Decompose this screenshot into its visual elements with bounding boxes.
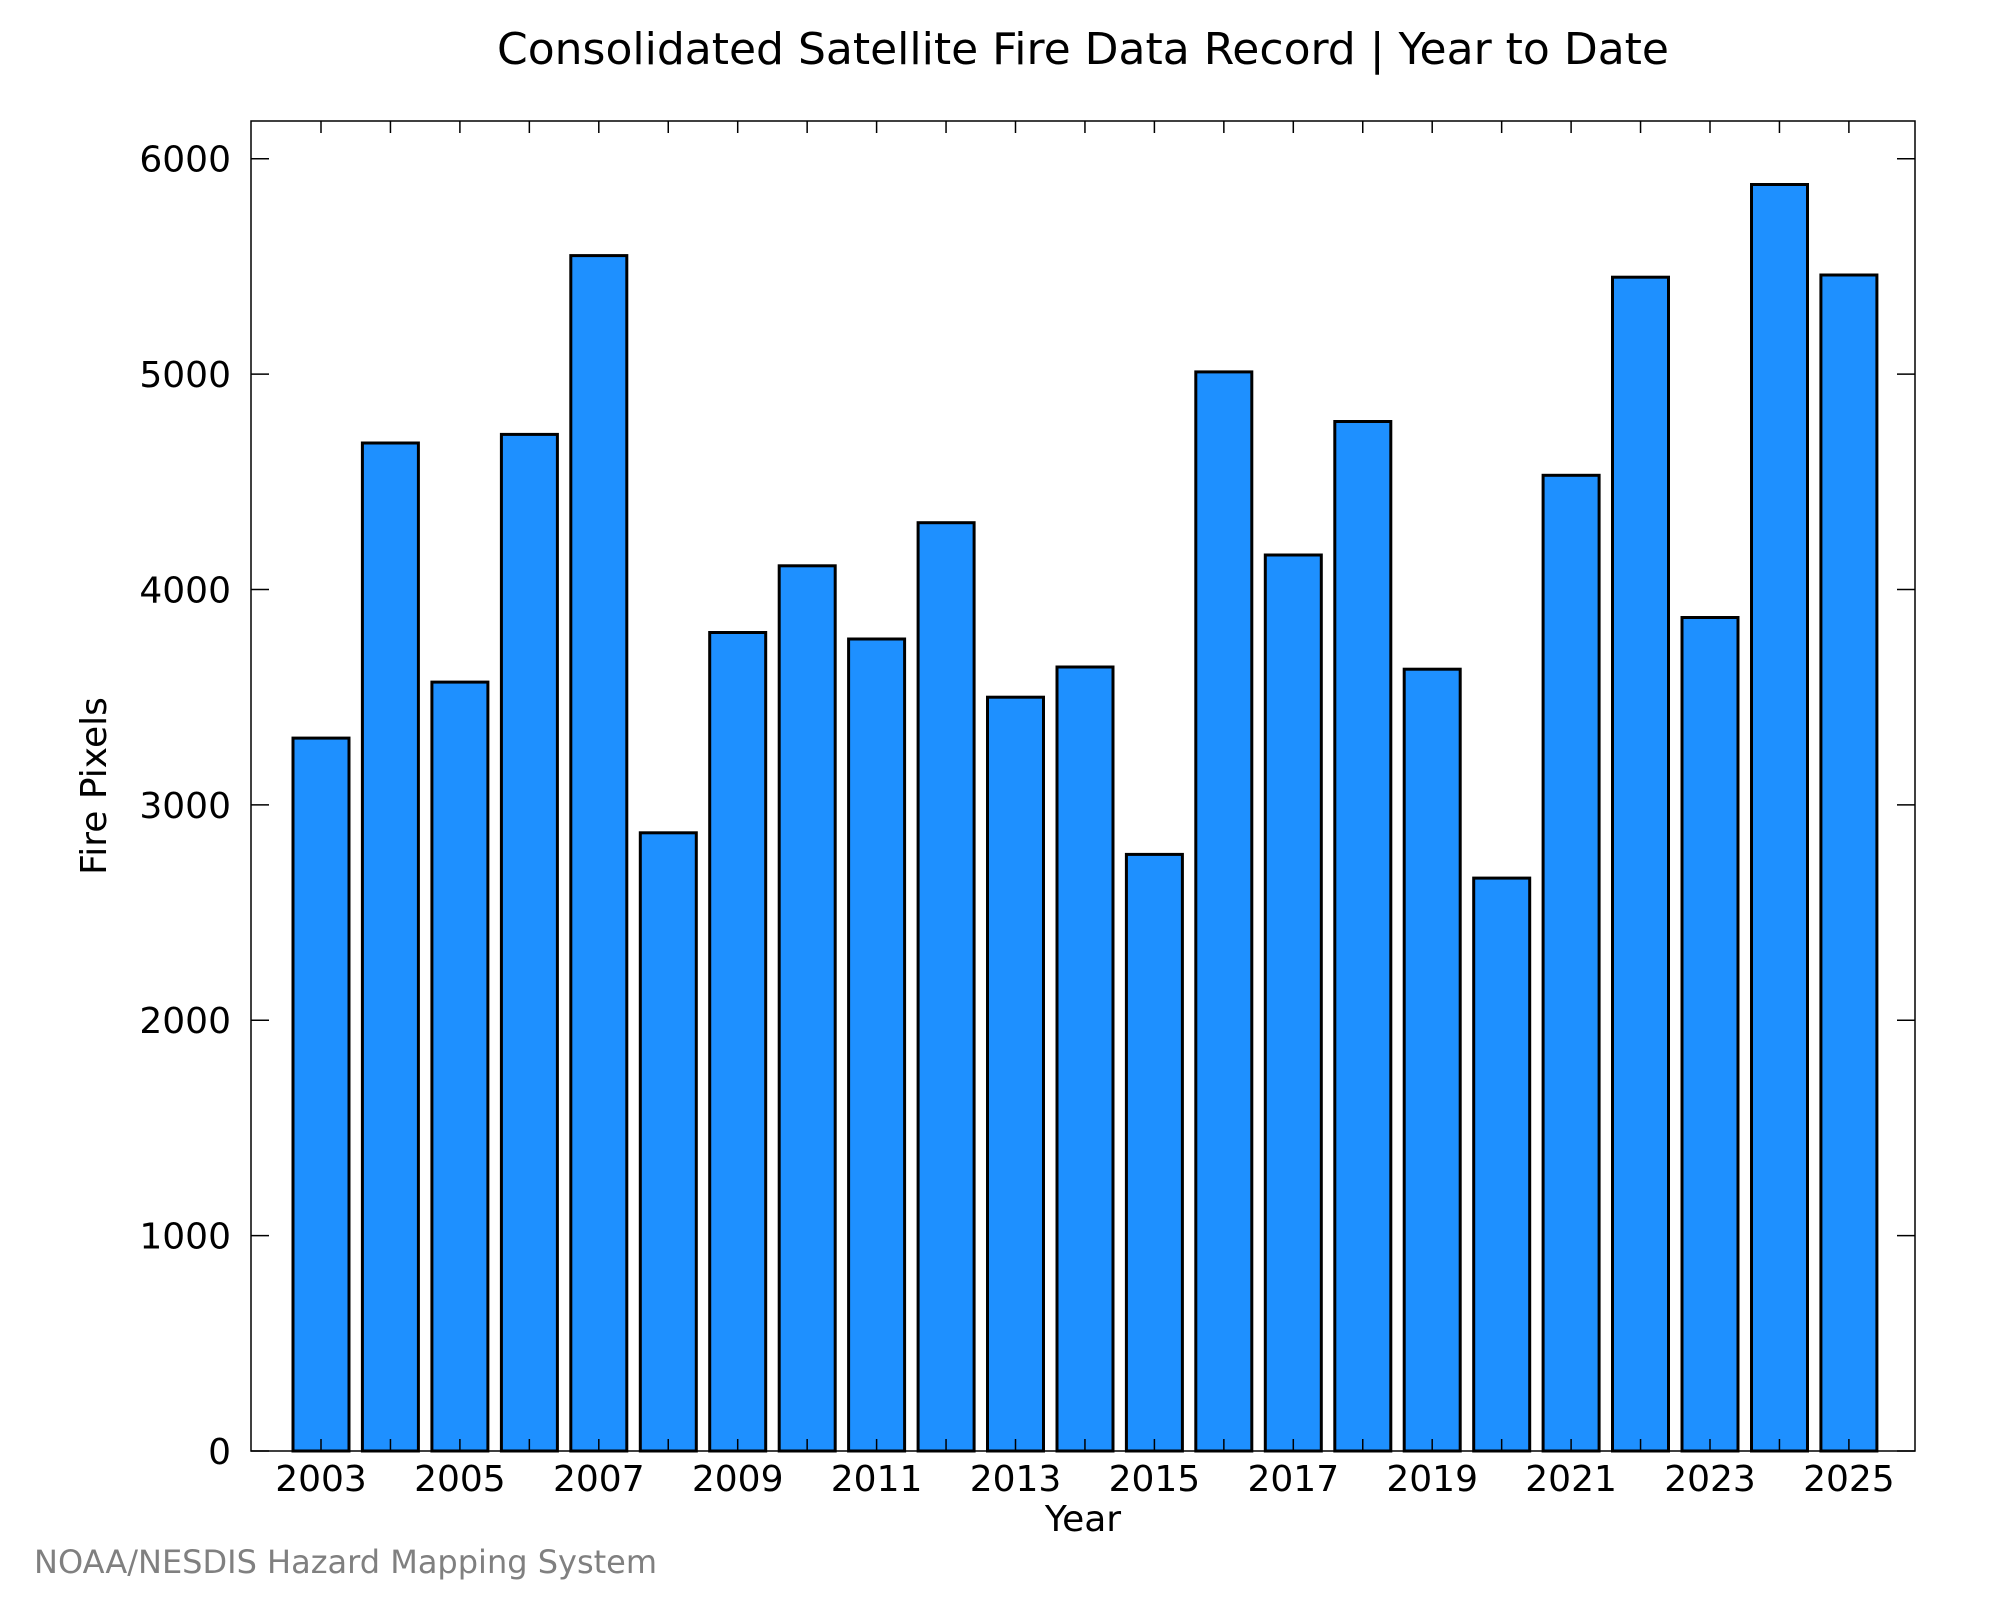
x-tick-label: 2015 (1109, 1459, 1201, 1500)
y-tick-label: 3000 (139, 786, 231, 827)
x-tick-label: 2005 (414, 1459, 506, 1500)
bar-2004 (360, 441, 420, 1453)
x-tick-label: 2025 (1803, 1459, 1895, 1500)
x-tick-label: 2011 (831, 1459, 923, 1500)
bar-2007 (569, 254, 629, 1453)
x-tick-label: 2013 (970, 1459, 1062, 1500)
bar-2017 (1263, 553, 1323, 1453)
bar-2003 (291, 736, 351, 1453)
bar-2014 (1055, 665, 1115, 1453)
y-tick-label: 2000 (139, 1001, 231, 1042)
x-tick-label: 2009 (692, 1459, 784, 1500)
x-tick-label: 2007 (553, 1459, 645, 1500)
bar-2015 (1124, 852, 1184, 1453)
x-tick-label: 2017 (1247, 1459, 1339, 1500)
y-axis-label: Fire Pixels (74, 697, 115, 875)
bar-2020 (1472, 876, 1532, 1453)
bar-2009 (708, 631, 768, 1453)
bar-2019 (1402, 667, 1462, 1453)
bars-layer (291, 183, 1879, 1453)
bar-2016 (1194, 370, 1254, 1453)
bar-2021 (1541, 473, 1601, 1453)
bar-2024 (1750, 183, 1809, 1453)
x-tick-label: 2023 (1664, 1459, 1756, 1500)
y-tick-label: 4000 (139, 570, 231, 611)
bar-2022 (1611, 275, 1670, 1453)
chart-title: Consolidated Satellite Fire Data Record … (497, 24, 1669, 75)
x-axis-label: Year (1044, 1499, 1121, 1540)
bar-2010 (777, 564, 837, 1453)
bar-2008 (638, 831, 698, 1453)
bar-2023 (1680, 616, 1740, 1453)
bar-2006 (499, 432, 559, 1453)
ticks-layer: 0 1000 2000 3000 4000 5000 6000 2003 2005 2007 200… (139, 121, 1915, 1500)
x-tick-label: 2019 (1386, 1459, 1478, 1500)
y-tick-label: 1000 (139, 1217, 231, 1258)
bar-2005 (430, 680, 490, 1453)
x-tick-label: 2021 (1525, 1459, 1617, 1500)
y-tick-label: 6000 (139, 140, 231, 181)
bar-2013 (986, 695, 1045, 1453)
plot-frame (250, 120, 1916, 1452)
y-tick-label: 0 (208, 1432, 231, 1473)
source-credit: NOAA/NESDIS Hazard Mapping System (34, 1543, 657, 1581)
y-tick-label: 5000 (139, 355, 231, 396)
bar-2025 (1819, 273, 1879, 1453)
bar-2012 (916, 521, 976, 1453)
x-tick-label: 2003 (275, 1459, 367, 1500)
bar-2011 (847, 637, 907, 1453)
bar-2018 (1333, 420, 1393, 1453)
